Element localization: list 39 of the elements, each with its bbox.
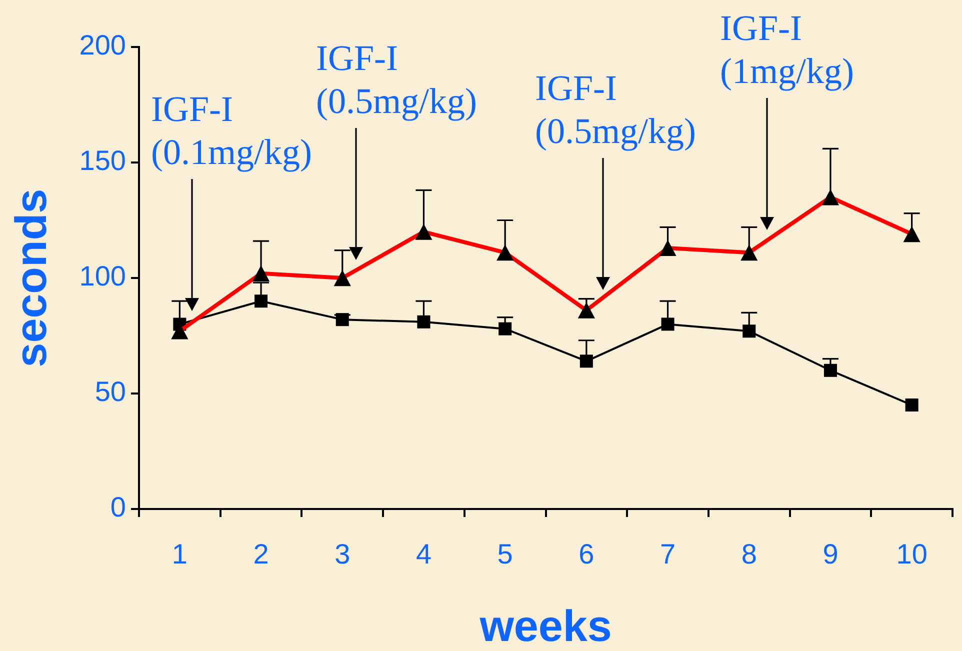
- annotation: IGF-I (0.1mg/kg): [151, 88, 312, 174]
- x-tick-label: 7: [660, 538, 676, 570]
- x-tick-label: 9: [822, 538, 838, 570]
- y-tick-label: 150: [79, 145, 126, 176]
- y-tick-label: 50: [94, 376, 126, 408]
- point: [334, 270, 351, 286]
- point: [742, 324, 756, 338]
- x-tick-label: 3: [334, 538, 350, 570]
- point: [580, 354, 593, 368]
- point: [254, 294, 268, 308]
- point: [659, 240, 676, 256]
- x-axis-title: weeks: [478, 602, 612, 651]
- x-tick-label: 4: [416, 538, 432, 570]
- annotation: IGF-I (1mg/kg): [720, 7, 854, 93]
- point: [905, 398, 918, 412]
- y-tick-label: 100: [79, 260, 126, 292]
- x-tick-label: 8: [741, 538, 757, 570]
- point: [336, 313, 349, 326]
- point: [498, 322, 512, 336]
- y-tick-label: 0: [110, 492, 126, 523]
- x-tick-label: 6: [578, 538, 594, 570]
- y-tick-label: 200: [79, 30, 126, 61]
- point: [417, 315, 430, 328]
- x-tick-label: 2: [253, 538, 269, 570]
- point: [903, 226, 920, 242]
- point: [822, 189, 840, 206]
- point: [415, 224, 432, 240]
- point: [740, 244, 758, 261]
- point: [661, 318, 674, 331]
- y-axis-title: seconds: [7, 188, 56, 368]
- x-tick-label: 5: [497, 538, 513, 570]
- x-tick-label: 10: [896, 538, 928, 570]
- annotation: IGF-I (0.5mg/kg): [316, 37, 477, 123]
- x-tick-label: 1: [172, 538, 188, 570]
- point: [496, 244, 514, 261]
- point: [824, 364, 837, 377]
- point: [578, 302, 595, 318]
- annotation: IGF-I (0.5mg/kg): [535, 67, 696, 153]
- point: [252, 265, 270, 282]
